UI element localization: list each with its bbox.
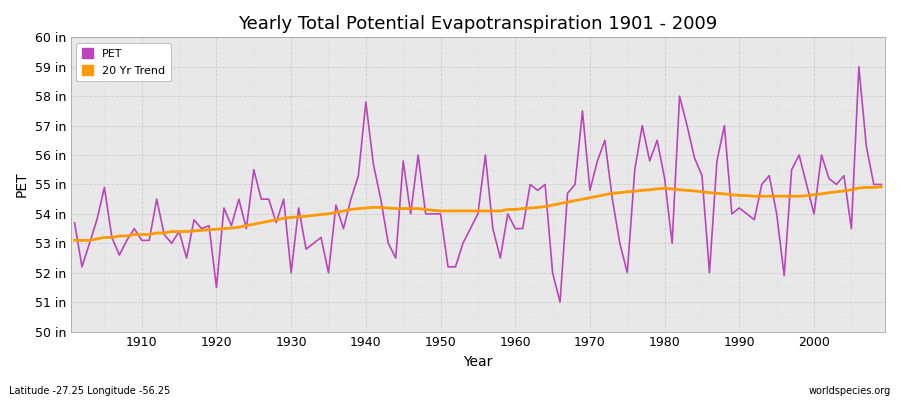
Text: Latitude -27.25 Longitude -56.25: Latitude -27.25 Longitude -56.25 (9, 386, 170, 396)
Title: Yearly Total Potential Evapotranspiration 1901 - 2009: Yearly Total Potential Evapotranspiratio… (238, 15, 717, 33)
Text: worldspecies.org: worldspecies.org (809, 386, 891, 396)
Legend: PET, 20 Yr Trend: PET, 20 Yr Trend (76, 43, 171, 81)
Y-axis label: PET: PET (15, 172, 29, 197)
X-axis label: Year: Year (464, 355, 492, 369)
